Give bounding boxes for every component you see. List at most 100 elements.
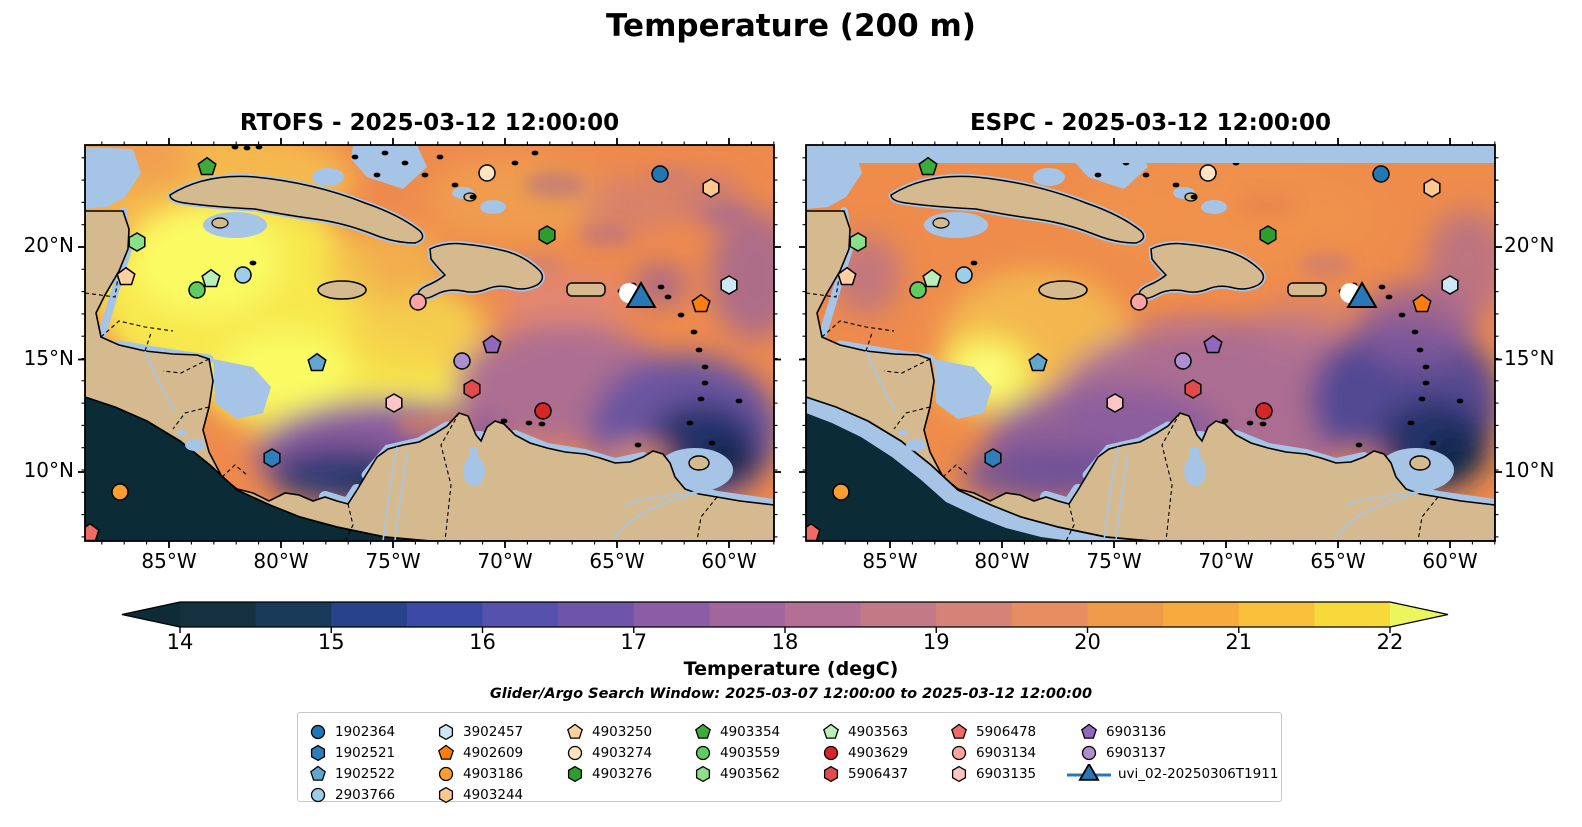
legend-item-4903186: 4903186 (437, 765, 523, 783)
map-espc (799, 138, 1502, 548)
legend-item-6903134: 6903134 (950, 744, 1036, 762)
platform-marker-1902364 (1372, 165, 1390, 183)
legend-label: 4903186 (463, 766, 524, 782)
legend-label: 4903559 (720, 745, 781, 761)
lon-tick-espc-75°W: 75°W (1086, 549, 1142, 573)
legend-item-4903274: 4903274 (566, 744, 652, 762)
platform-marker-4903559 (188, 281, 206, 299)
legend-label: 4903563 (848, 724, 909, 740)
platform-marker-6903135 (385, 393, 403, 413)
platform-marker-4903186 (111, 483, 129, 501)
colorbar-tick-22: 22 (1376, 630, 1404, 654)
pentagon-icon (695, 723, 711, 739)
colorbar (121, 601, 1449, 633)
legend-item-2903766: 2903766 (309, 786, 395, 804)
lat-tick-left-10°N: 10°N (23, 458, 74, 482)
hexagon-marker-icon (310, 744, 326, 762)
colorbar-tick-15: 15 (317, 630, 345, 654)
pentagon-marker-icon (695, 723, 711, 739)
country-borders (85, 248, 718, 541)
pentagon-marker-icon (823, 723, 839, 739)
map-layers (806, 145, 1495, 541)
legend-item-4903563: 4903563 (822, 723, 908, 741)
country-borders (806, 248, 1439, 541)
colorbar-tick-16: 16 (469, 630, 496, 654)
circle-marker-icon (823, 745, 839, 761)
pentagon-icon (1081, 723, 1097, 739)
lat-tick-left-20°N: 20°N (23, 233, 74, 257)
circle-marker-icon (310, 724, 326, 740)
lat-tick-left-15°N: 15°N (23, 345, 74, 370)
platform-marker-1902364 (651, 165, 669, 183)
hexagon-marker-icon (438, 786, 454, 804)
lon-tick-rtofs-60°W: 60°W (701, 549, 757, 573)
pentagon-icon (567, 723, 583, 739)
legend-label: 4903354 (720, 724, 781, 740)
circle-icon (823, 745, 839, 761)
legend-label: 5906437 (848, 766, 909, 782)
platform-marker-1902521 (263, 448, 281, 468)
islands (167, 145, 743, 471)
platform-marker-4903563 (201, 268, 221, 288)
circle-icon (695, 745, 711, 761)
platform-marker-4903559 (909, 281, 927, 299)
circle-marker-icon (567, 745, 583, 761)
pacific-deep-water (806, 413, 1071, 541)
legend-item-4903244: 4903244 (437, 786, 523, 804)
legend-item-4902609: 4902609 (437, 744, 523, 762)
legend-label: 2903766 (335, 787, 396, 803)
legend-item-5906437: 5906437 (822, 765, 908, 783)
platform-marker-4903629 (1255, 402, 1273, 420)
circle-icon (1081, 745, 1097, 761)
pentagon-marker-icon (310, 765, 326, 781)
platform-marker-5906437 (1184, 379, 1202, 399)
legend-label: 4903276 (592, 766, 653, 782)
lon-tick-espc-65°W: 65°W (1310, 549, 1366, 573)
platform-marker-4903250 (837, 266, 857, 286)
platform-marker-6903134 (1130, 293, 1148, 311)
pentagon-icon (823, 723, 839, 739)
colorbar-tick-21: 21 (1225, 630, 1253, 654)
hexagon-icon (438, 723, 454, 741)
platform-marker-6903137 (453, 352, 471, 370)
legend-label: 4903562 (720, 766, 781, 782)
circle-icon (310, 787, 326, 803)
pentagon-icon (438, 744, 454, 760)
legend-item-1902364: 1902364 (309, 723, 395, 741)
glider-triangle-icon (1078, 764, 1100, 781)
figure-title: Temperature (200 m) (606, 8, 976, 44)
legend-label: uvi_02-20250306T1911 (1118, 766, 1279, 782)
hexagon-marker-icon (567, 765, 583, 783)
legend-label: 4902609 (463, 745, 524, 761)
platform-marker-uvi_02-20250306T1911 (1346, 281, 1378, 308)
panel-title-rtofs: RTOFS - 2025-03-12 12:00:00 (239, 110, 620, 136)
pentagon-marker-icon (1081, 723, 1097, 739)
pentagon-marker-icon (567, 723, 583, 739)
lon-tick-rtofs-80°W: 80°W (253, 549, 309, 573)
platform-marker-4903276 (1259, 225, 1277, 245)
platform-marker-4903354 (197, 156, 217, 176)
map-rtofs (78, 138, 781, 548)
pentagon-icon (951, 723, 967, 739)
legend-item-4903276: 4903276 (566, 765, 652, 783)
map-frame (805, 144, 1496, 542)
legend-label: 6903135 (976, 766, 1037, 782)
platform-marker-2903766 (955, 266, 973, 284)
platform-marker-6903135 (1106, 393, 1124, 413)
platform-marker-6903136 (1203, 334, 1223, 354)
hexagon-marker-icon (951, 765, 967, 783)
pentagon-icon (310, 765, 326, 781)
hexagon-icon (695, 765, 711, 783)
platform-marker-2903766 (234, 266, 252, 284)
legend-item-3902457: 3902457 (437, 723, 523, 741)
platform-marker-4902609 (691, 293, 711, 313)
circle-icon (951, 745, 967, 761)
legend-item-4903559: 4903559 (694, 744, 780, 762)
legend-label: 3902457 (463, 724, 524, 740)
map-layers (85, 145, 774, 541)
circle-marker-icon (695, 745, 711, 761)
platform-marker-4903563 (922, 268, 942, 288)
legend-item-4903562: 4903562 (694, 765, 780, 783)
hexagon-icon (951, 765, 967, 783)
platform-marker-4902609 (1412, 293, 1432, 313)
